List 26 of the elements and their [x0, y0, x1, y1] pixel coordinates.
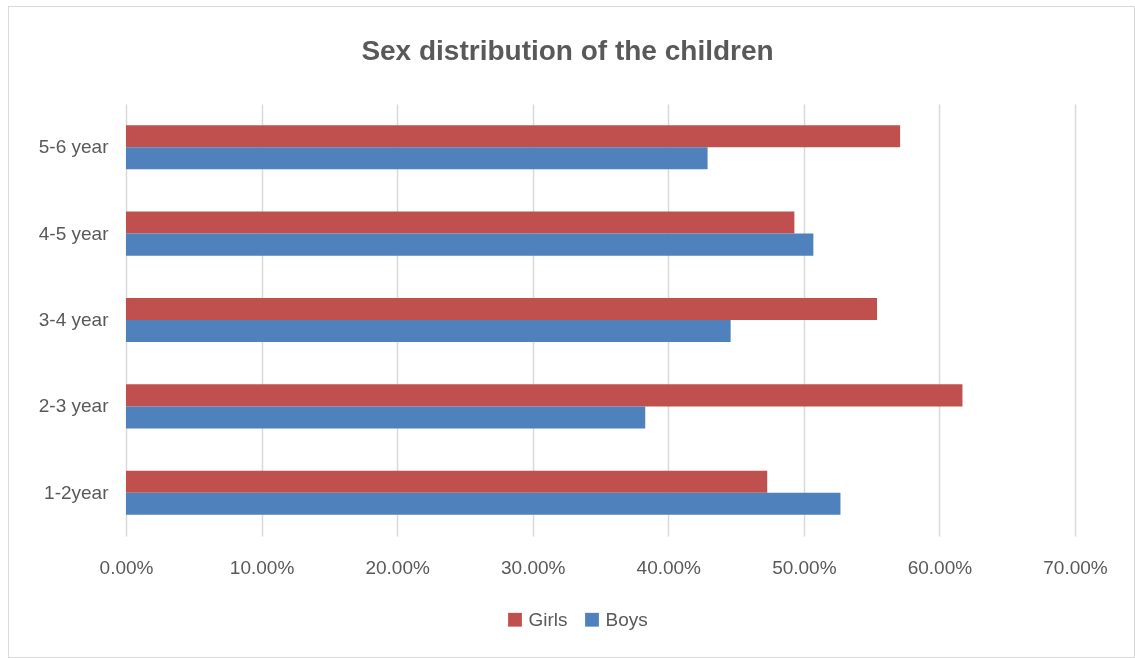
bar	[126, 147, 708, 170]
bar	[126, 125, 901, 148]
y-tick-label: 2-3 year	[38, 395, 110, 417]
y-tick-label: 3-4 year	[38, 309, 110, 330]
x-tick-label: 40.00%	[636, 556, 702, 578]
y-tick-label: 1-2year	[44, 481, 110, 503]
legend-label: Boys	[605, 608, 648, 630]
x-tick-label: 0.00%	[99, 556, 154, 578]
x-tick-label: 60.00%	[907, 556, 973, 578]
bar	[126, 406, 646, 429]
bar	[126, 211, 795, 234]
legend-label: Girls	[528, 608, 568, 630]
x-tick-label: 70.00%	[1043, 556, 1108, 578]
bar	[126, 297, 878, 320]
y-tick-label: 4-5 year	[38, 222, 110, 244]
x-tick-label: 20.00%	[365, 556, 430, 578]
x-tick-label: 10.00%	[229, 556, 295, 578]
chart-title: Sex distribution of the children	[361, 35, 774, 66]
bar	[126, 233, 814, 256]
bar	[126, 492, 841, 515]
bar	[126, 470, 768, 493]
y-tick-label: 5-6 year	[38, 136, 110, 158]
bar	[126, 320, 731, 343]
x-tick-label: 30.00%	[500, 556, 566, 578]
bar	[126, 384, 963, 407]
x-tick-label: 50.00%	[772, 556, 837, 578]
